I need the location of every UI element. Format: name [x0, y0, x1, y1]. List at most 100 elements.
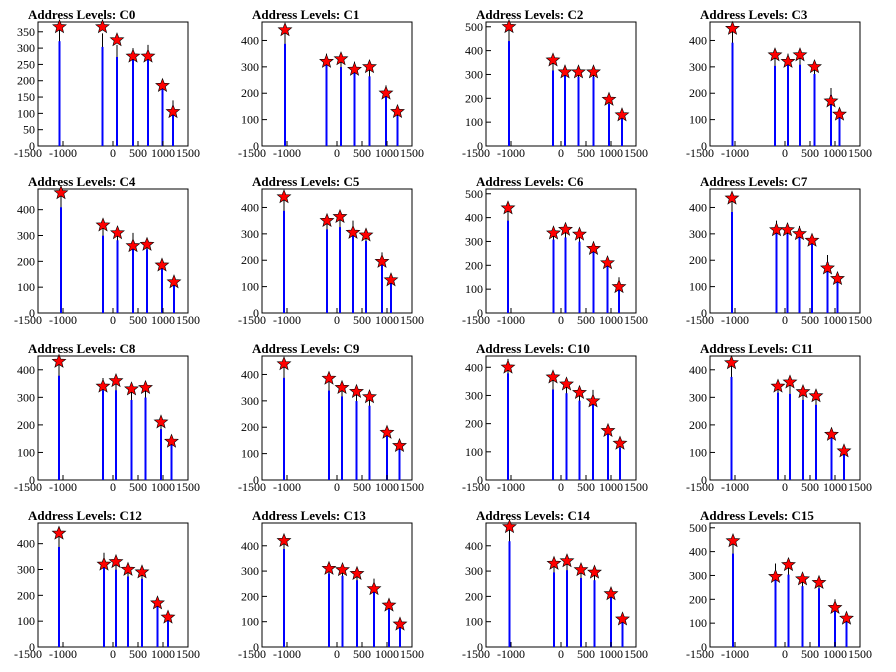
peak-marker: [153, 414, 169, 429]
y-tick-label: 100: [689, 616, 707, 630]
bar: [507, 373, 509, 480]
panel-title: Address Levels: C9: [252, 341, 360, 356]
bar: [838, 115, 841, 146]
x-tick-label: 1000: [599, 647, 623, 661]
y-tick-label: 350: [17, 25, 35, 39]
panel-title: Address Levels: C2: [476, 7, 583, 22]
bar: [580, 577, 582, 647]
peak-marker: [52, 19, 67, 34]
x-tick-label: 0: [558, 480, 564, 494]
peak-marker: [792, 47, 808, 62]
bar: [386, 433, 388, 480]
bar: [826, 261, 829, 313]
bar: [60, 207, 62, 313]
y-tick-label: 150: [17, 90, 35, 104]
y-tick-label: 200: [465, 589, 483, 603]
y-tick-label: 400: [689, 545, 707, 559]
y-tick-label: 300: [465, 67, 483, 81]
peak-marker: [321, 560, 337, 575]
peak-marker: [545, 52, 561, 67]
bar: [801, 586, 804, 647]
x-tick-label: 0: [334, 480, 340, 494]
x-tick-label: -1000: [49, 146, 77, 160]
bar: [103, 564, 105, 647]
peak-marker: [586, 240, 601, 255]
peak-marker: [725, 20, 740, 35]
panel-title: Address Levels: C3: [700, 7, 808, 22]
y-tick-label: 400: [689, 200, 707, 214]
x-tick-label: 1000: [823, 647, 847, 661]
bar: [774, 65, 776, 146]
x-tick-label: 500: [129, 480, 147, 494]
y-tick-label: 200: [241, 420, 259, 434]
peak-marker: [139, 236, 155, 251]
peak-marker: [120, 561, 136, 576]
peak-marker: [321, 370, 337, 385]
peak-marker: [362, 59, 377, 74]
x-tick-label: 500: [577, 313, 595, 327]
x-tick-label: 1500: [848, 313, 872, 327]
x-tick-label: -1000: [49, 647, 77, 661]
x-tick-label: 1500: [624, 480, 648, 494]
y-tick-label: 0: [477, 306, 483, 320]
y-tick-label: 50: [23, 123, 35, 137]
bar: [787, 64, 789, 146]
bar: [774, 573, 777, 647]
bar: [732, 553, 734, 647]
bar: [58, 41, 61, 146]
peak-marker: [500, 200, 516, 215]
peak-marker: [559, 553, 575, 568]
x-tick-label: 0: [782, 146, 788, 160]
peak-marker: [335, 561, 350, 577]
y-tick-label: 200: [241, 589, 259, 603]
peak-marker: [155, 77, 170, 92]
x-tick-label: 0: [782, 313, 788, 327]
bar: [610, 595, 612, 647]
y-tick-label: 400: [689, 363, 707, 377]
bar: [799, 64, 801, 146]
panel-title: Address Levels: C12: [28, 508, 142, 523]
y-tick-label: 100: [17, 106, 35, 120]
bar: [592, 76, 595, 146]
bar: [592, 400, 594, 480]
peak-marker: [392, 616, 408, 631]
bar: [146, 249, 148, 313]
bar: [813, 74, 816, 146]
bar: [132, 242, 134, 313]
x-tick-label: 1500: [400, 146, 424, 160]
peak-marker: [166, 274, 182, 289]
x-tick-label: 0: [334, 146, 340, 160]
peak-marker: [108, 553, 124, 569]
y-tick-label: 100: [689, 113, 707, 127]
x-tick-label: 1500: [400, 313, 424, 327]
peak-marker: [768, 568, 783, 583]
bar: [167, 619, 169, 647]
x-tick-label: 1500: [624, 647, 648, 661]
bar: [578, 400, 581, 480]
bar: [621, 620, 624, 647]
y-tick-label: 200: [465, 417, 483, 431]
y-tick-label: 100: [465, 282, 483, 296]
x-tick-label: 500: [129, 313, 147, 327]
peak-marker: [573, 561, 589, 577]
x-tick-label: -1500: [686, 313, 714, 327]
y-tick-label: 200: [689, 592, 707, 606]
y-tick-label: 400: [17, 363, 35, 377]
x-tick-label: -1000: [273, 313, 301, 327]
bar: [787, 574, 790, 647]
peak-marker: [124, 381, 139, 396]
y-tick-label: 100: [17, 280, 35, 294]
peak-marker: [319, 212, 335, 227]
bar: [730, 376, 733, 480]
y-tick-label: 0: [477, 139, 483, 153]
bar: [102, 235, 104, 313]
bar: [160, 429, 162, 480]
bar: [284, 43, 286, 146]
x-tick-label: 0: [110, 647, 116, 661]
panel-title: Address Levels: C14: [476, 508, 590, 523]
y-tick-label: 250: [17, 57, 35, 71]
y-tick-label: 300: [689, 227, 707, 241]
peak-marker: [108, 372, 124, 388]
peak-marker: [586, 64, 601, 79]
bar: [508, 541, 511, 647]
